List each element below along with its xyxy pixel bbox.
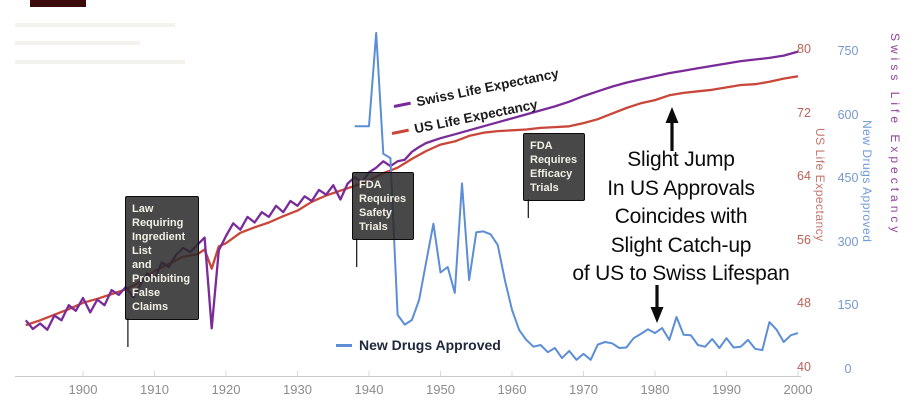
cropped-title-artifact: [30, 0, 86, 7]
faded-text-artifact: [15, 41, 140, 45]
x-tick-label: 1950: [426, 382, 455, 397]
series-line-new-drugs-approved: [354, 31, 799, 361]
callout-1906-ingredient-law: Law Requiring Ingredient List and Prohib…: [125, 196, 199, 320]
x-tick-label: 1920: [211, 382, 241, 397]
us-axis-tick-label: 40: [797, 360, 811, 374]
series-line-swiss-life-expectancy: [24, 50, 799, 331]
annotation-arrow-up: [665, 107, 679, 151]
x-tick-label: 1910: [140, 382, 169, 397]
x-tick-label: 1970: [569, 382, 598, 397]
x-tick-label: 1980: [640, 382, 670, 397]
x-tick-label: 1930: [283, 382, 312, 397]
x-tick-label: 1900: [68, 382, 98, 397]
callout-1962-efficacy-trials: FDA Requires Efficacy Trials: [523, 133, 585, 201]
drugs-axis-tick-label: 150: [837, 298, 859, 313]
faded-text-artifact: [15, 23, 175, 27]
drugs-axis-tick-label: 300: [837, 234, 859, 249]
us-axis-tick-label: 56: [797, 232, 811, 247]
annotation-slight-jump: Slight Jump In US Approvals Coincides wi…: [572, 148, 790, 285]
x-tick-label: 1940: [354, 382, 384, 397]
legend-label: New Drugs Approved: [359, 337, 501, 353]
us-axis-tick-label: 80: [797, 42, 811, 56]
annotation-arrow-down: [650, 285, 664, 323]
x-tick-label: 1960: [497, 382, 527, 397]
us-axis-tick-label: 72: [797, 105, 811, 120]
callout-1938-safety-trials: FDA Requires Safety Trials: [352, 172, 414, 240]
drugs-axis-tick-label: 750: [837, 44, 859, 58]
drugs-axis-tick-label: 600: [837, 107, 859, 122]
x-tick-label: 1990: [712, 382, 741, 397]
us-life-expectancy-axis-title: US Life Expectancy: [813, 128, 827, 242]
legend-new-drugs-approved: New Drugs Approved: [336, 337, 501, 353]
swiss-line-marker: [393, 101, 411, 108]
drugs-axis-tick-label: 0: [844, 362, 852, 376]
drugs-line-marker: [336, 343, 352, 347]
swiss-life-expectancy-axis-title: Swiss Life Expectancy: [888, 33, 902, 237]
us-line-marker: [391, 128, 409, 135]
new-drugs-approved-axis-title: New Drugs Approved: [860, 120, 874, 243]
us-axis-tick-label: 48: [797, 296, 811, 311]
drugs-axis-tick-label: 450: [837, 171, 859, 186]
us-axis-tick-label: 64: [797, 169, 811, 184]
faded-text-artifact: [15, 60, 185, 64]
x-tick-label: 2000: [783, 382, 813, 397]
